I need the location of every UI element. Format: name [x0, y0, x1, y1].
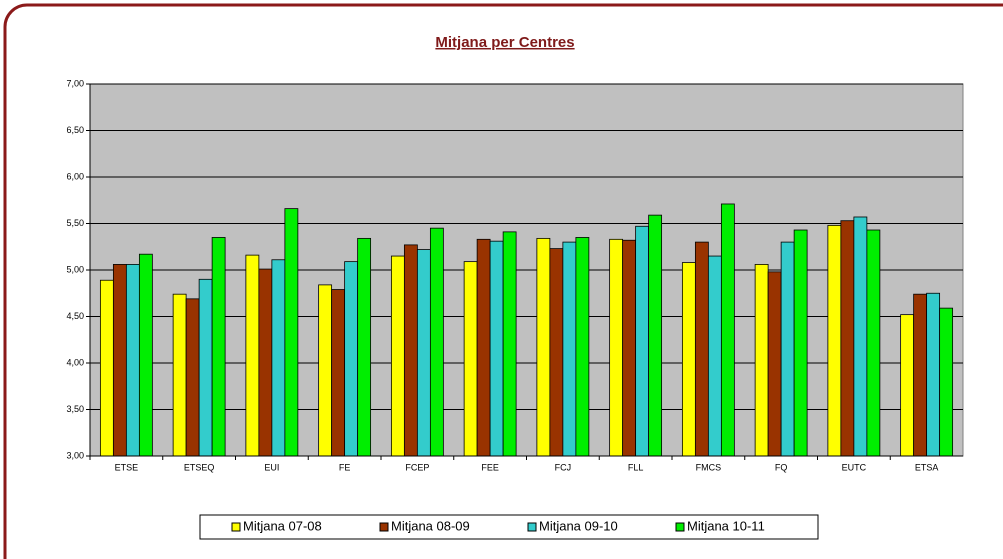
bar [331, 289, 346, 457]
chart-title: Mitjana per Centres [435, 34, 574, 51]
y-tick-label: 4,00 [66, 357, 84, 367]
y-tick-label: 5,00 [66, 264, 84, 274]
bar [767, 271, 782, 457]
legend-label: Mitjana 07-08 [243, 518, 322, 533]
y-tick-label: 5,50 [66, 218, 84, 228]
x-tick-label: ETSEQ [184, 462, 215, 472]
bar [416, 249, 431, 457]
legend-swatch [231, 522, 241, 532]
bar [502, 231, 517, 457]
bar [198, 278, 213, 457]
y-tick-label: 4,50 [66, 311, 84, 321]
bar [245, 254, 260, 457]
bar [99, 279, 114, 457]
bar [681, 262, 696, 457]
bar [900, 314, 915, 457]
bar [694, 241, 709, 457]
y-tick-label: 3,50 [66, 404, 84, 414]
bar [549, 248, 564, 457]
legend-swatch [379, 522, 389, 532]
bar [172, 293, 187, 457]
bar [926, 292, 941, 457]
bar [720, 203, 735, 457]
bar [390, 255, 405, 457]
bar [536, 237, 551, 457]
bar [403, 244, 418, 457]
bar [284, 208, 299, 457]
bar [125, 264, 140, 457]
bar [866, 229, 881, 457]
bar [138, 253, 153, 457]
bar [258, 268, 273, 457]
bar [754, 264, 769, 457]
y-tick-label: 6,00 [66, 171, 84, 181]
bar [793, 229, 808, 457]
bar [939, 307, 954, 457]
bar [707, 255, 722, 457]
bar [489, 240, 504, 457]
bar [318, 284, 333, 457]
bar [780, 241, 795, 457]
bar [853, 216, 868, 457]
x-tick-label: EUI [264, 462, 279, 472]
bar [271, 259, 286, 457]
x-tick-label: ETSE [115, 462, 139, 472]
legend-label: Mitjana 08-09 [391, 518, 470, 533]
bar [635, 225, 650, 457]
bar [827, 224, 842, 457]
legend-box [199, 514, 819, 540]
x-tick-label: ETSA [915, 462, 939, 472]
bar [648, 214, 663, 457]
x-tick-label: FE [339, 462, 351, 472]
bar [840, 220, 855, 457]
legend-label: Mitjana 09-10 [539, 518, 618, 533]
x-tick-label: EUTC [842, 462, 867, 472]
x-tick-label: FMCS [696, 462, 722, 472]
bar [622, 239, 637, 457]
y-tick-label: 3,00 [66, 450, 84, 460]
legend-swatch [527, 522, 537, 532]
x-tick-label: FLL [628, 462, 644, 472]
bar [609, 238, 624, 457]
x-tick-label: FCJ [555, 462, 572, 472]
x-tick-label: FCEP [405, 462, 429, 472]
bar [429, 227, 444, 457]
legend-label: Mitjana 10-11 [687, 518, 765, 533]
bar [913, 293, 928, 457]
x-tick-label: FQ [775, 462, 788, 472]
bar [562, 241, 577, 457]
bar [112, 264, 127, 457]
bar [476, 238, 491, 457]
bar [575, 237, 590, 457]
bar [344, 261, 359, 457]
y-tick-label: 6,50 [66, 125, 84, 135]
bar [185, 298, 200, 457]
bar [211, 237, 226, 457]
legend-swatch [675, 522, 685, 532]
bar [357, 237, 372, 457]
y-tick-label: 7,00 [66, 78, 84, 88]
x-tick-label: FEE [481, 462, 499, 472]
bar [463, 261, 478, 457]
